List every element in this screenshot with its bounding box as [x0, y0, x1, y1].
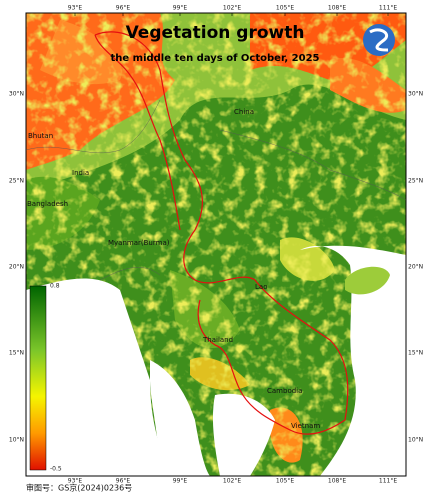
- colorbar-min: -0.5: [50, 466, 62, 473]
- map-subtitle: the middle ten days of October, 2025: [110, 53, 319, 64]
- lon-label-top: 96°E: [116, 5, 131, 12]
- country-label: Thailand: [202, 336, 233, 344]
- lon-label-bottom: 111°E: [379, 478, 397, 485]
- map-raster: [26, 13, 406, 476]
- lat-label-left: 20°N: [9, 264, 24, 271]
- country-borders: [25, 99, 407, 281]
- country-label: China: [234, 108, 254, 116]
- footer: 审图号：GS京(2024)0236号: [26, 483, 132, 493]
- lon-label-bottom: 102°E: [223, 478, 241, 485]
- country-label: Bangladesh: [27, 200, 68, 208]
- country-label: Cambodia: [267, 387, 302, 395]
- country-label: Lao: [255, 283, 267, 291]
- lon-label-bottom: 99°E: [173, 478, 188, 485]
- lat-label-right: 20°N: [408, 264, 423, 271]
- basin-border: [94, 31, 349, 435]
- lat-label-right: 30°N: [408, 91, 423, 98]
- country-label: Vietnam: [291, 422, 320, 430]
- lon-label-bottom: 93°E: [68, 478, 83, 485]
- lon-label-top: 102°E: [223, 5, 241, 12]
- lat-label-right: 15°N: [408, 350, 423, 357]
- lat-label-right: 10°N: [408, 437, 423, 444]
- lon-label-top: 105°E: [276, 5, 294, 12]
- lat-label-left: 25°N: [9, 178, 24, 185]
- country-label: India: [72, 169, 89, 177]
- lat-label-left: 30°N: [9, 91, 24, 98]
- lon-label-top: 108°E: [328, 5, 346, 12]
- lon-label-bottom: 96°E: [116, 478, 131, 485]
- lat-label-right: 25°N: [408, 178, 423, 185]
- lon-label-bottom: 108°E: [328, 478, 346, 485]
- lat-label-left: 10°N: [9, 437, 24, 444]
- country-label: Bhutan: [28, 132, 53, 140]
- colorbar-max: 0.8: [50, 283, 60, 290]
- lat-label-left: 15°N: [9, 350, 24, 357]
- map-title: Vegetation growth: [126, 23, 305, 43]
- country-label: Myanmar(Burma): [108, 239, 170, 247]
- logo: [363, 24, 395, 56]
- colorbar: [29, 285, 47, 471]
- lon-label-top: 111°E: [379, 5, 397, 12]
- map-frame: [25, 12, 407, 477]
- lon-label-bottom: 105°E: [276, 478, 294, 485]
- lon-label-top: 93°E: [68, 5, 83, 12]
- lon-label-top: 99°E: [173, 5, 188, 12]
